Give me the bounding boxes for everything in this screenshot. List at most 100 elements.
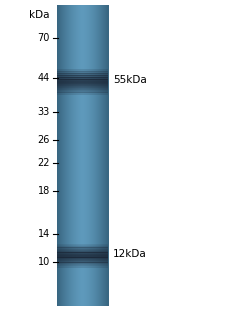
Bar <box>77 5 78 306</box>
Bar <box>57 244 108 245</box>
Bar <box>87 5 89 306</box>
Bar <box>57 249 108 250</box>
Bar <box>72 5 73 306</box>
Bar <box>57 250 108 251</box>
Bar <box>86 5 87 306</box>
Bar <box>95 5 96 306</box>
Bar <box>88 5 89 306</box>
Bar <box>63 5 64 306</box>
Bar <box>107 5 108 306</box>
Bar <box>57 5 58 306</box>
Bar <box>73 5 74 306</box>
Bar <box>57 259 108 260</box>
Bar <box>90 5 91 306</box>
Bar <box>102 5 103 306</box>
Bar <box>68 5 69 306</box>
Text: 12kDa: 12kDa <box>113 249 147 259</box>
Bar <box>72 5 73 306</box>
Bar <box>57 248 108 249</box>
Bar <box>57 245 108 246</box>
Bar <box>79 5 80 306</box>
Bar <box>102 5 103 306</box>
Bar <box>106 5 107 306</box>
Bar <box>57 73 108 74</box>
Bar <box>69 5 70 306</box>
Bar <box>57 83 108 84</box>
Bar <box>103 5 104 306</box>
Bar <box>57 81 108 82</box>
Bar <box>66 5 67 306</box>
Bar <box>59 5 60 306</box>
Bar <box>57 265 108 266</box>
Bar <box>94 5 95 306</box>
Text: kDa: kDa <box>29 10 50 20</box>
Bar <box>57 72 108 73</box>
Text: 22: 22 <box>38 158 50 168</box>
Bar <box>57 255 108 256</box>
Bar <box>68 5 69 306</box>
Bar <box>65 5 66 306</box>
Bar <box>57 257 108 258</box>
Bar <box>94 5 95 306</box>
Bar <box>57 85 108 86</box>
Bar <box>57 247 108 248</box>
Bar <box>89 5 90 306</box>
Bar <box>98 5 99 306</box>
Bar <box>92 5 93 306</box>
Bar <box>85 5 86 306</box>
Bar <box>87 5 88 306</box>
Bar <box>69 5 70 306</box>
Bar <box>57 89 108 90</box>
Bar <box>99 5 100 306</box>
Bar <box>82 5 83 306</box>
Bar <box>62 5 63 306</box>
Bar <box>101 5 102 306</box>
Bar <box>59 5 60 306</box>
Bar <box>97 5 98 306</box>
Bar <box>57 90 108 91</box>
Bar <box>57 253 108 254</box>
Bar <box>57 263 108 264</box>
Bar <box>57 84 108 85</box>
Bar <box>57 73 108 74</box>
Bar <box>57 243 108 244</box>
Bar <box>57 266 108 267</box>
Bar <box>103 5 104 306</box>
Text: 10: 10 <box>38 257 50 267</box>
Bar <box>99 5 100 306</box>
Bar <box>91 5 92 306</box>
Bar <box>57 71 108 72</box>
Bar <box>57 87 108 88</box>
Bar <box>57 86 108 87</box>
Bar <box>57 262 108 263</box>
Bar <box>57 88 108 89</box>
Bar <box>106 5 107 306</box>
Bar <box>57 90 108 91</box>
Bar <box>81 5 82 306</box>
Bar <box>84 5 85 306</box>
Bar <box>60 5 62 306</box>
Bar <box>75 5 76 306</box>
Bar <box>89 5 90 306</box>
Bar <box>76 5 77 306</box>
Bar <box>57 77 108 78</box>
Bar <box>67 5 68 306</box>
Bar <box>70 5 71 306</box>
Text: 26: 26 <box>38 135 50 145</box>
Bar <box>57 69 108 70</box>
Bar <box>57 252 108 253</box>
Bar <box>57 94 108 95</box>
Bar <box>57 264 108 265</box>
Text: 18: 18 <box>38 186 50 196</box>
Bar <box>63 5 64 306</box>
Bar <box>95 5 96 306</box>
Text: 70: 70 <box>38 33 50 43</box>
Bar <box>85 5 86 306</box>
Bar <box>57 93 108 94</box>
Bar <box>84 5 85 306</box>
Bar <box>57 77 108 78</box>
Bar <box>57 267 108 268</box>
Bar <box>57 82 108 83</box>
Text: 14: 14 <box>38 229 50 239</box>
Bar <box>75 5 76 306</box>
